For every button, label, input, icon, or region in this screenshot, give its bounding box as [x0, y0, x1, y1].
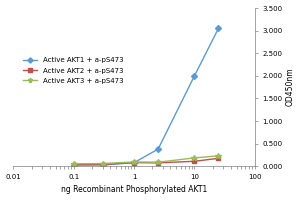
- Y-axis label: OD450nm: OD450nm: [285, 68, 294, 106]
- X-axis label: ng Recombinant Phosphorylated AKT1: ng Recombinant Phosphorylated AKT1: [61, 185, 207, 194]
- Active AKT3 + a-pS473: [132, 161, 136, 163]
- Active AKT2 + a-pS473: [156, 162, 160, 164]
- Active AKT1 + a-pS473: [193, 75, 196, 77]
- Active AKT2 + a-pS473: [193, 160, 196, 162]
- Active AKT2 + a-pS473: [101, 163, 104, 166]
- Active AKT1 + a-pS473: [217, 27, 220, 30]
- Active AKT3 + a-pS473: [156, 161, 160, 163]
- Active AKT2 + a-pS473: [217, 157, 220, 160]
- Active AKT3 + a-pS473: [72, 163, 76, 165]
- Active AKT3 + a-pS473: [193, 157, 196, 159]
- Active AKT1 + a-pS473: [156, 148, 160, 150]
- Active AKT3 + a-pS473: [217, 155, 220, 157]
- Line: Active AKT1 + a-pS473: Active AKT1 + a-pS473: [72, 26, 220, 167]
- Legend: Active AKT1 + a-pS473, Active AKT2 + a-pS473, Active AKT3 + a-pS473: Active AKT1 + a-pS473, Active AKT2 + a-p…: [22, 56, 124, 85]
- Active AKT3 + a-pS473: [101, 162, 104, 165]
- Line: Active AKT3 + a-pS473: Active AKT3 + a-pS473: [71, 153, 221, 167]
- Active AKT1 + a-pS473: [72, 164, 76, 166]
- Active AKT2 + a-pS473: [132, 161, 136, 164]
- Line: Active AKT2 + a-pS473: Active AKT2 + a-pS473: [72, 156, 220, 167]
- Active AKT2 + a-pS473: [72, 163, 76, 166]
- Active AKT1 + a-pS473: [132, 161, 136, 164]
- Active AKT1 + a-pS473: [101, 164, 104, 166]
